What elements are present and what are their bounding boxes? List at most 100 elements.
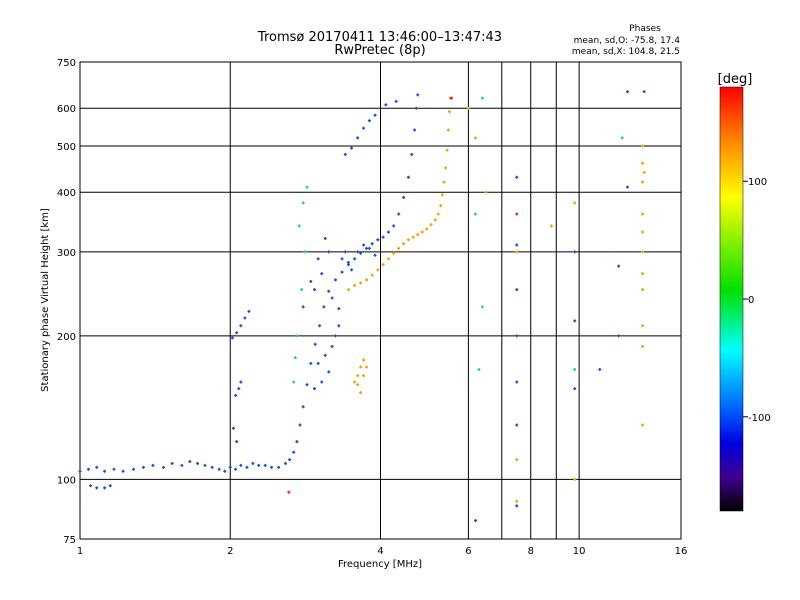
data-point	[312, 288, 316, 292]
x-tick-label: 2	[227, 546, 233, 557]
data-point	[343, 250, 347, 254]
data-point	[641, 230, 645, 234]
data-point	[439, 204, 443, 208]
data-point	[356, 250, 360, 254]
data-point	[103, 486, 107, 490]
data-point	[292, 380, 296, 384]
colorbar-unit: [deg]	[718, 72, 753, 87]
data-point	[356, 136, 360, 140]
data-point	[295, 334, 299, 338]
data-point	[356, 383, 360, 387]
data-point	[327, 250, 331, 254]
data-point	[327, 289, 331, 293]
data-point	[95, 465, 99, 469]
data-point	[573, 367, 577, 371]
data-point	[573, 387, 577, 391]
data-point	[641, 144, 645, 148]
data-point	[381, 235, 385, 239]
data-point	[515, 243, 519, 247]
data-point	[515, 334, 519, 338]
data-point	[295, 440, 299, 444]
data-point	[303, 250, 307, 254]
colorbar-tick-label: 100	[748, 177, 767, 188]
data-point	[480, 305, 484, 309]
y-tick-label: 500	[57, 142, 76, 153]
data-point	[515, 380, 519, 384]
chart-subtitle: RwPretec (8p)	[334, 43, 425, 58]
data-point	[466, 106, 470, 110]
data-point	[346, 288, 350, 292]
data-point	[386, 230, 390, 234]
grid-lines	[80, 62, 681, 539]
data-point	[320, 380, 324, 384]
data-point	[367, 246, 371, 250]
data-point	[300, 288, 304, 292]
y-tick-label: 100	[57, 475, 76, 486]
data-point	[359, 365, 363, 369]
colorbar-tick-label: -100	[748, 413, 771, 424]
data-point	[617, 264, 621, 268]
data-point	[247, 309, 251, 313]
data-point	[473, 136, 477, 140]
data-point	[515, 250, 519, 254]
data-point	[641, 423, 645, 427]
data-point	[641, 161, 645, 165]
data-point	[313, 342, 317, 346]
data-point	[515, 175, 519, 179]
data-point	[394, 99, 398, 103]
data-point	[625, 185, 629, 189]
data-point	[322, 305, 326, 309]
data-point	[406, 175, 410, 179]
data-point	[625, 90, 629, 94]
data-point	[340, 270, 344, 274]
data-point	[297, 224, 301, 228]
data-point	[429, 223, 433, 227]
data-point	[367, 119, 371, 123]
data-point	[95, 486, 99, 490]
data-point	[362, 374, 366, 378]
data-point	[515, 458, 519, 462]
x-tick-label: 8	[528, 546, 534, 557]
data-point	[402, 195, 406, 199]
data-point	[231, 426, 235, 430]
data-point	[235, 331, 239, 335]
data-point	[373, 253, 377, 257]
data-point	[641, 272, 645, 276]
data-point	[392, 251, 396, 255]
data-point	[373, 113, 377, 117]
data-point	[301, 405, 305, 409]
data-point	[406, 238, 410, 242]
x-tick-label: 16	[675, 546, 688, 557]
data-point	[245, 465, 249, 469]
data-point	[353, 380, 357, 384]
data-point	[277, 465, 281, 469]
data-point	[365, 365, 369, 369]
data-point	[549, 224, 553, 228]
data-point	[448, 110, 452, 114]
data-point	[298, 423, 302, 427]
data-point	[359, 281, 363, 285]
data-point	[87, 467, 91, 471]
phases-x-stats: mean, sd,X: 104.8, 21.5	[572, 47, 680, 57]
data-point	[473, 212, 477, 216]
data-points	[78, 90, 646, 523]
data-point	[444, 166, 448, 170]
data-point	[223, 469, 227, 473]
data-point	[239, 324, 243, 328]
data-point	[359, 251, 363, 255]
data-point	[384, 103, 388, 107]
data-point	[235, 440, 239, 444]
data-point	[121, 469, 125, 473]
data-point	[376, 268, 380, 272]
data-point	[346, 260, 350, 264]
data-point	[642, 170, 646, 174]
data-point	[287, 490, 291, 494]
data-point	[312, 387, 316, 391]
data-point	[477, 367, 481, 371]
data-point	[162, 465, 166, 469]
data-point	[305, 185, 309, 189]
data-point	[353, 257, 357, 261]
data-point	[330, 344, 334, 348]
data-point	[641, 324, 645, 328]
